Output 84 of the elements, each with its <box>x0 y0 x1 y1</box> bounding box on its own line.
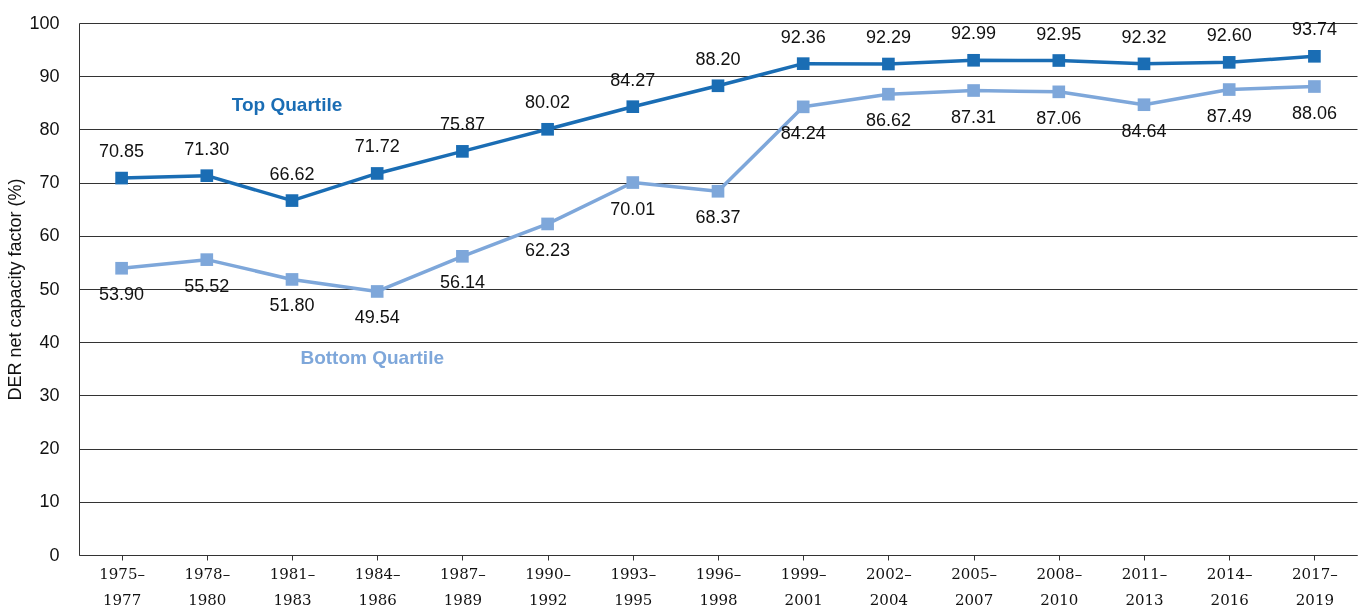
data-label: 93.74 <box>1291 19 1337 40</box>
data-label: 80.02 <box>525 92 571 113</box>
x-tick-label: 2008–2010 <box>1036 564 1083 609</box>
point <box>370 167 384 180</box>
y-tick-label: 40 <box>39 331 60 352</box>
point <box>200 169 214 183</box>
point <box>1137 57 1151 71</box>
data-label: 70.85 <box>99 141 145 162</box>
data-label: 87.31 <box>951 106 997 127</box>
data-label: 70.01 <box>610 198 656 219</box>
data-label: 88.06 <box>1291 102 1337 123</box>
data-label: 92.36 <box>780 26 826 47</box>
x-tick-label: 1984–1986 <box>354 564 401 609</box>
text: Top Quartile <box>231 94 343 116</box>
data-label: 56.14 <box>439 272 485 293</box>
data-label: 53.90 <box>99 284 145 305</box>
x-tick-label: 1975–1977 <box>99 564 145 609</box>
x-tick-label: 1990–1992 <box>525 564 571 609</box>
point <box>882 57 895 71</box>
x-tick-label: 1996–1998 <box>695 564 742 609</box>
y-tick-label: 0 <box>49 544 60 565</box>
data-label: 49.54 <box>354 307 400 328</box>
point <box>711 184 725 198</box>
y-axis-title: DER net capacity factor (%) <box>5 178 26 401</box>
point <box>115 261 128 275</box>
x-tick-label: 2002–2004 <box>866 564 912 609</box>
point <box>967 53 980 67</box>
text: Bottom Quartile <box>300 347 444 369</box>
data-label: 68.37 <box>695 207 741 228</box>
data-label: 71.30 <box>184 138 230 159</box>
point <box>456 145 469 158</box>
point <box>115 171 128 185</box>
y-tick-label: 20 <box>39 438 60 459</box>
x-tick-label: 2017–2019 <box>1292 564 1338 609</box>
x-tick-label: 1993–1995 <box>610 564 657 609</box>
point <box>796 100 810 114</box>
point <box>626 176 640 189</box>
data-label: 51.80 <box>269 295 315 316</box>
data-label: 92.95 <box>1036 23 1082 44</box>
y-tick-label: 70 <box>39 172 60 193</box>
point <box>285 273 299 286</box>
y-tick-label: 60 <box>39 225 60 246</box>
point <box>1222 56 1236 69</box>
y-tick-label: 30 <box>39 384 60 405</box>
y-tick-label: 100 <box>29 12 60 33</box>
point <box>711 79 725 93</box>
data-label: 87.06 <box>1036 107 1082 128</box>
point <box>370 285 384 298</box>
point <box>541 217 554 231</box>
data-label: 88.20 <box>695 48 741 69</box>
data-label: 62.23 <box>525 239 571 260</box>
point <box>456 250 469 263</box>
point <box>1222 83 1236 96</box>
point <box>626 100 640 114</box>
x-tick-label: 1999–2001 <box>780 564 827 609</box>
x-tick-label: 1978–1980 <box>184 564 231 609</box>
data-label: 92.29 <box>865 27 911 48</box>
x-tick-label: 1987–1989 <box>440 564 486 609</box>
x-tick-label: 1981–1983 <box>269 564 316 609</box>
data-label: 87.49 <box>1206 105 1252 126</box>
point <box>1137 98 1151 112</box>
point <box>541 122 554 136</box>
data-label: 92.60 <box>1206 25 1252 46</box>
x-tick-label: 2005–2007 <box>951 564 997 609</box>
point <box>1052 85 1066 99</box>
data-label: 92.99 <box>951 23 997 44</box>
x-tick-label: 2014–2016 <box>1206 564 1253 609</box>
y-tick-label: 90 <box>39 65 60 86</box>
point <box>1052 54 1066 67</box>
y-tick-label: 10 <box>39 491 60 512</box>
data-label: 66.62 <box>269 163 315 184</box>
point <box>967 84 980 97</box>
point <box>200 253 214 266</box>
y-tick-label: 50 <box>39 278 60 299</box>
point <box>796 57 810 70</box>
point <box>285 194 299 207</box>
data-label: 86.62 <box>865 110 911 131</box>
point <box>1308 49 1321 63</box>
point <box>1308 80 1321 93</box>
data-label: 92.32 <box>1121 26 1167 47</box>
y-tick-label: 80 <box>39 118 60 139</box>
data-label: 71.72 <box>354 136 400 157</box>
x-tick-label: 2011–2013 <box>1121 564 1168 609</box>
point <box>882 87 895 101</box>
